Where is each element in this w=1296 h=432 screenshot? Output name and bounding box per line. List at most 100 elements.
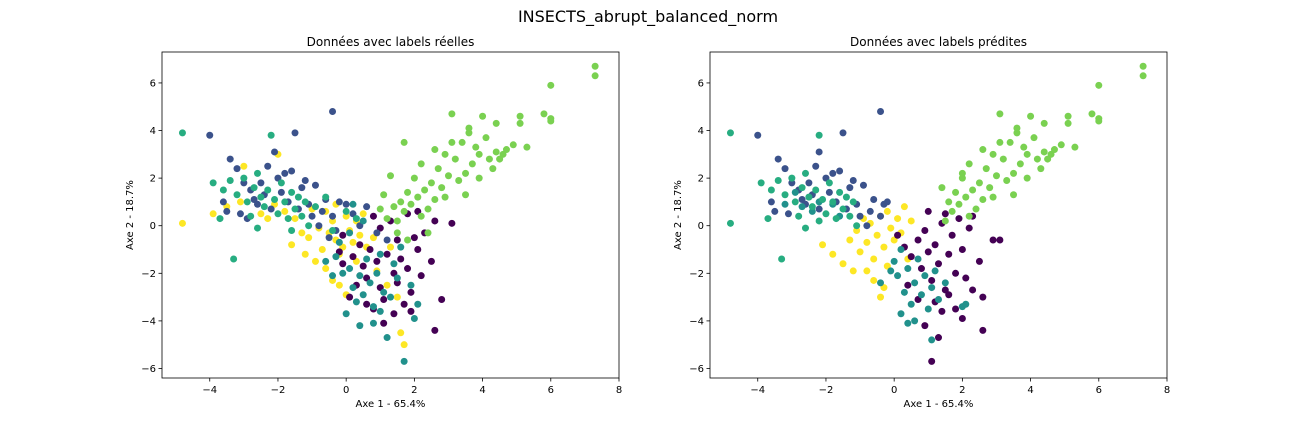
data-point — [829, 198, 837, 206]
data-point — [383, 215, 391, 223]
data-point — [791, 198, 799, 206]
data-point — [1050, 146, 1058, 154]
data-point — [547, 117, 555, 125]
data-point — [948, 207, 956, 215]
data-point — [815, 205, 823, 213]
data-point — [931, 241, 939, 249]
data-point — [969, 286, 977, 294]
x-tick-label: −2 — [271, 385, 286, 396]
x-tick-label: 4 — [1027, 385, 1033, 396]
data-point — [952, 269, 960, 277]
data-point — [784, 210, 792, 218]
data-point — [414, 246, 422, 254]
data-point — [475, 174, 483, 182]
data-point — [502, 146, 510, 154]
data-point — [271, 148, 279, 156]
plot-area-frame — [161, 51, 620, 379]
data-point — [887, 224, 895, 232]
data-point — [352, 215, 360, 223]
data-point — [921, 226, 929, 234]
y-tick-label: 0 — [698, 221, 704, 232]
data-point — [335, 198, 343, 206]
plot-area-frame — [709, 51, 1168, 379]
data-point — [979, 293, 987, 301]
y-tick-label: 2 — [150, 174, 156, 185]
data-point — [945, 198, 953, 206]
data-point — [1016, 160, 1024, 168]
data-point — [298, 212, 306, 220]
y-tick-label: −4 — [689, 316, 704, 327]
data-point — [839, 205, 847, 213]
data-point — [958, 169, 966, 177]
data-point — [935, 260, 942, 268]
x-tick-label: 6 — [1096, 385, 1102, 396]
data-point — [819, 196, 827, 204]
data-point — [996, 110, 1004, 118]
data-point — [921, 322, 929, 330]
data-point — [441, 193, 449, 201]
x-axis-label: Axe 1 - 65.4% — [904, 399, 974, 410]
data-point — [938, 184, 946, 192]
data-point — [373, 229, 381, 237]
data-point — [291, 129, 299, 137]
data-point — [540, 110, 548, 118]
data-point — [812, 186, 820, 194]
data-point — [836, 167, 844, 175]
scatter-points — [726, 62, 1147, 365]
data-point — [404, 188, 412, 196]
y-ticks: −6 −4 −2 0 2 4 6 — [141, 78, 162, 375]
data-point — [914, 255, 922, 263]
data-point — [849, 176, 857, 184]
data-point — [369, 319, 377, 327]
data-point — [380, 288, 388, 296]
data-point — [989, 193, 997, 201]
data-point — [1030, 134, 1038, 142]
data-point — [468, 160, 476, 168]
y-tick-label: −4 — [141, 316, 156, 327]
data-point — [284, 215, 292, 223]
data-point — [383, 250, 391, 258]
data-point — [277, 188, 285, 196]
data-point — [397, 255, 405, 263]
data-point — [329, 272, 337, 280]
data-point — [410, 315, 418, 323]
data-point — [209, 210, 217, 218]
data-point — [383, 334, 391, 342]
x-tick-label: 2 — [959, 385, 965, 396]
y-axis-label: Axe 2 - 18.7% — [673, 180, 684, 250]
x-tick-label: 2 — [411, 385, 417, 396]
data-point — [836, 188, 844, 196]
data-point — [1139, 62, 1147, 70]
data-point — [1095, 81, 1103, 89]
data-point — [376, 205, 384, 213]
data-point — [390, 260, 398, 268]
data-point — [335, 281, 343, 289]
data-point — [427, 179, 435, 187]
data-point — [829, 169, 837, 177]
data-point — [318, 246, 326, 254]
data-point — [1023, 150, 1031, 158]
data-point — [924, 207, 932, 215]
data-point — [900, 288, 908, 296]
figure-title: INSECTS_abrupt_balanced_norm — [518, 7, 778, 27]
data-point — [404, 265, 412, 273]
data-point — [726, 129, 734, 137]
data-point — [226, 155, 234, 163]
data-point — [873, 231, 881, 239]
y-tick-label: 0 — [150, 221, 156, 232]
data-point — [877, 293, 885, 301]
data-point — [972, 205, 980, 213]
data-point — [1006, 138, 1014, 146]
data-point — [311, 181, 319, 189]
data-point — [904, 265, 912, 273]
y-tick-label: 2 — [698, 174, 704, 185]
scatter-points — [178, 62, 599, 365]
data-point — [431, 326, 439, 334]
data-point — [363, 300, 371, 308]
data-point — [455, 176, 463, 184]
data-point — [1139, 72, 1147, 80]
data-point — [311, 203, 319, 211]
data-point — [969, 186, 977, 194]
data-point — [928, 276, 936, 284]
data-point — [801, 224, 809, 232]
